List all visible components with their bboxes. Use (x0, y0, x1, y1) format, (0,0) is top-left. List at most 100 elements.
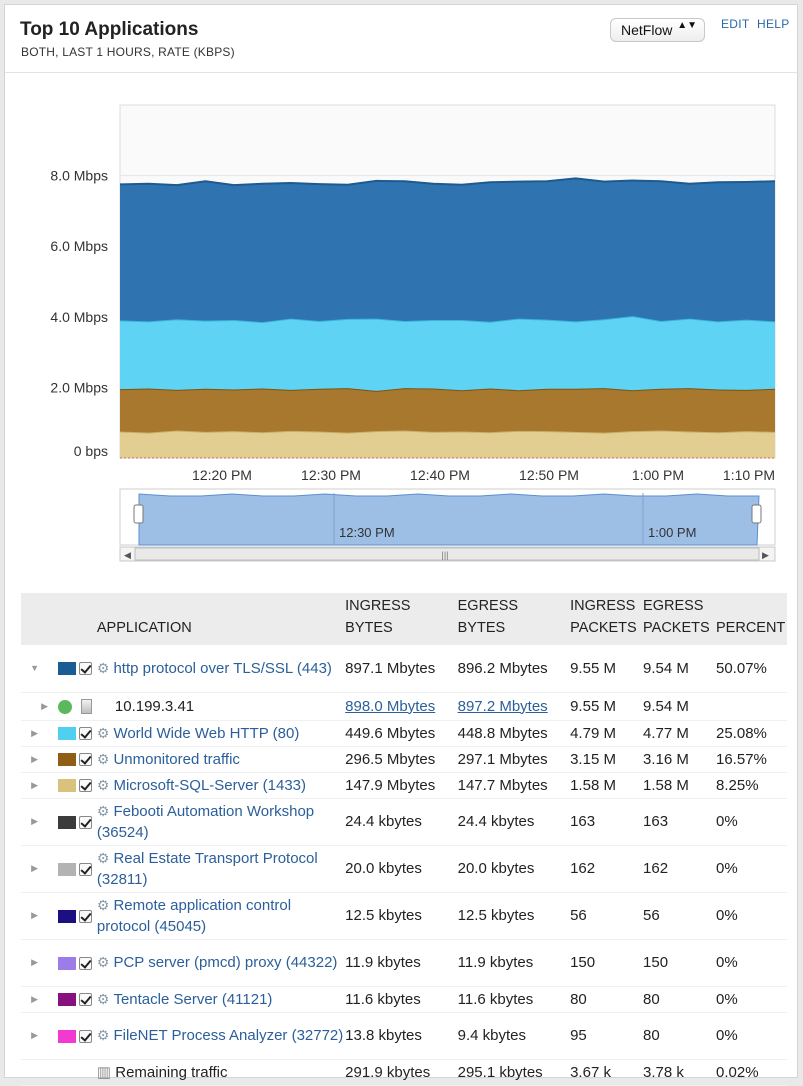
visibility-checkbox-cell[interactable] (78, 798, 97, 845)
expand-toggle-icon[interactable]: ▶ (31, 727, 39, 738)
gear-icon[interactable]: ⚙ (96, 776, 110, 793)
series-checkbox[interactable] (78, 727, 92, 741)
ingress-bytes-cell[interactable]: 898.0 Mbytes (345, 692, 457, 720)
application-link[interactable]: Febooti Automation Workshop (36524) (96, 802, 315, 841)
table-row[interactable]: ▥ Remaining traffic 291.9 kbytes 295.1 kby… (21, 1059, 787, 1085)
application-link[interactable]: PCP server (pmcd) proxy (44322) (113, 954, 338, 971)
ingress-packets-value: 162 (570, 860, 596, 877)
col-egress-packets[interactable]: EGRESS PACKETS (643, 593, 716, 645)
expand-toggle-icon[interactable]: ▶ (31, 863, 39, 873)
visibility-checkbox-cell[interactable] (78, 845, 97, 892)
col-ingress-bytes[interactable]: INGRESS BYTES (345, 593, 458, 645)
expand-toggle-icon[interactable]: ▶ (31, 779, 39, 790)
table-row[interactable]: ▶ ⚙ PCP server (pmcd) proxy (44322) 11.9 kb… (21, 939, 787, 986)
egress-bytes-cell[interactable]: 897.2 Mbytes (458, 692, 570, 720)
application-name-cell[interactable]: ⚙ Microsoft-SQL-Server (1433) (97, 772, 345, 798)
series-checkbox[interactable] (78, 956, 92, 970)
overview-left-handle[interactable] (133, 504, 144, 524)
gear-icon[interactable]: ⚙ (96, 896, 110, 913)
application-link[interactable]: Microsoft-SQL-Server (1433) (113, 776, 307, 794)
expand-toggle-icon[interactable]: ▶ (31, 1030, 39, 1040)
visibility-checkbox-cell[interactable] (78, 772, 97, 798)
egress-bytes-value[interactable]: 897.2 Mbytes (457, 697, 548, 715)
table-row[interactable]: ▶ ⚙ Remote application control protocol (4… (21, 892, 787, 939)
table-row[interactable]: ▶ ⚙ Tentacle Server (41121) 11.6 kbytes 11.6… (21, 986, 787, 1012)
expand-toggle-icon[interactable]: ▶ (31, 910, 39, 920)
traffic-chart: 8.0 Mbps 6.0 Mbps 4.0 Mbps 2.0 Mbps 0 bps 12… (50, 104, 776, 562)
gear-icon[interactable]: ⚙ (96, 802, 110, 819)
application-link[interactable]: Unmonitored traffic (113, 750, 240, 768)
series-checkbox[interactable] (78, 1029, 92, 1043)
visibility-checkbox-cell[interactable] (78, 645, 97, 692)
application-name-cell[interactable]: ⚙ PCP server (pmcd) proxy (44322) (97, 939, 345, 986)
gear-icon[interactable]: ⚙ (96, 1027, 110, 1043)
application-name-cell[interactable]: ⚙ World Wide Web HTTP (80) (97, 720, 345, 746)
expand-toggle-icon[interactable]: ▶ (31, 993, 39, 1004)
flow-type-select[interactable]: NetFlow ▲▼ (610, 18, 705, 42)
percent-cell: 8.25% (716, 772, 787, 798)
application-name-cell[interactable]: ⚙ Remote application control protocol (45… (97, 892, 345, 939)
series-color-swatch (58, 1029, 77, 1043)
collapse-toggle-icon[interactable]: ▼ (30, 663, 40, 674)
series-checkbox[interactable] (78, 753, 92, 767)
visibility-checkbox-cell[interactable] (78, 986, 97, 1012)
table-row[interactable]: ▶ ⚙ Febooti Automation Workshop (36524) 24.… (21, 798, 787, 845)
visibility-checkbox-cell[interactable] (79, 692, 97, 720)
overview-navigator[interactable]: 12:30 PM 1:00 PM ◀ ▶ ||| (119, 488, 776, 562)
series-checkbox[interactable] (78, 662, 92, 676)
application-name-cell[interactable]: ⚙ Unmonitored traffic (97, 746, 345, 772)
visibility-checkbox-cell[interactable] (78, 720, 97, 746)
col-percent[interactable]: PERCENT (716, 593, 787, 645)
application-link[interactable]: Remote application control protocol (450… (96, 896, 292, 935)
application-name-cell[interactable]: ⚙ FileNET Process Analyzer (32772) (97, 1012, 345, 1059)
table-row[interactable]: ▶ ⚙ FileNET Process Analyzer (32772) 13.8 k… (21, 1012, 787, 1059)
series-color-swatch (58, 779, 77, 793)
application-link[interactable]: http protocol over TLS/SSL (443) (113, 659, 332, 677)
col-ingress-packets[interactable]: INGRESS PACKETS (570, 593, 644, 645)
application-name-cell[interactable]: ⚙ Febooti Automation Workshop (36524) (97, 798, 345, 845)
table-row[interactable]: ▶ ⚙ Microsoft-SQL-Server (1433) 147.9 Mbyte… (21, 772, 787, 798)
series-checkbox[interactable] (78, 779, 92, 793)
table-row[interactable]: ▶ ⚙ Unmonitored traffic 296.5 Mbytes 297.1 M… (21, 746, 787, 772)
host-row[interactable]: ▶ 10.199.3.41 898.0 Mbytes 897.2 Mbytes 9.55… (21, 692, 787, 720)
expand-toggle-icon[interactable]: ▶ (31, 816, 39, 826)
application-link[interactable]: FileNET Process Analyzer (32772) (113, 1027, 344, 1044)
ingress-bytes-value[interactable]: 898.0 Mbytes (345, 697, 436, 715)
egress-bytes-value: 11.9 kbytes (457, 954, 534, 971)
application-name-cell[interactable]: ⚙ Real Estate Transport Protocol (32811) (97, 845, 345, 892)
application-name-cell[interactable]: ⚙ Tentacle Server (41121) (97, 986, 345, 1012)
visibility-checkbox-cell[interactable] (78, 746, 97, 772)
series-checkbox[interactable] (78, 993, 92, 1007)
gear-icon[interactable]: ⚙ (96, 659, 110, 676)
gear-icon[interactable]: ⚙ (96, 849, 110, 866)
expand-toggle-icon[interactable]: ▶ (41, 700, 49, 711)
application-link[interactable]: Tentacle Server (41121) (113, 990, 273, 1008)
table-row[interactable]: ▶ ⚙ World Wide Web HTTP (80) 449.6 Mbytes 44… (21, 720, 787, 746)
table-row[interactable]: ▼ ⚙ http protocol over TLS/SSL (443) 897.1 … (21, 645, 787, 692)
overview-right-handle[interactable] (751, 504, 762, 524)
series-checkbox[interactable] (78, 815, 92, 829)
application-link[interactable]: World Wide Web HTTP (80) (113, 724, 300, 742)
help-link[interactable]: HELP (757, 17, 790, 31)
edit-link[interactable]: EDIT (721, 17, 750, 31)
series-checkbox[interactable] (78, 862, 92, 876)
gear-icon[interactable]: ⚙ (96, 724, 110, 741)
visibility-checkbox-cell[interactable] (79, 1059, 97, 1085)
col-application[interactable]: APPLICATION (96, 593, 346, 645)
expand-toggle-icon[interactable]: ▶ (31, 957, 39, 967)
col-egress-bytes[interactable]: EGRESS BYTES (457, 593, 571, 645)
visibility-checkbox-cell[interactable] (78, 939, 97, 986)
application-link[interactable]: Real Estate Transport Protocol (32811) (96, 849, 318, 888)
expand-toggle-icon[interactable]: ▶ (31, 753, 39, 764)
chart-plot-area (119, 104, 776, 459)
expand-toggle-icon[interactable] (21, 1059, 48, 1085)
ingress-bytes-value: 897.1 Mbytes (345, 659, 436, 677)
table-row[interactable]: ▶ ⚙ Real Estate Transport Protocol (32811)… (21, 845, 787, 892)
series-checkbox[interactable] (78, 909, 92, 923)
gear-icon[interactable]: ⚙ (96, 954, 110, 970)
visibility-checkbox-cell[interactable] (78, 892, 97, 939)
application-name-cell[interactable]: ⚙ http protocol over TLS/SSL (443) (97, 645, 345, 692)
gear-icon[interactable]: ⚙ (96, 990, 110, 1007)
gear-icon[interactable]: ⚙ (96, 750, 110, 767)
visibility-checkbox-cell[interactable] (78, 1012, 97, 1059)
